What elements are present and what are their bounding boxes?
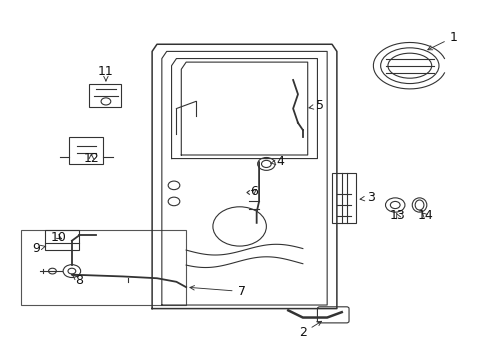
Text: 5: 5 [308,99,323,112]
Bar [45,230,79,249]
Text: 2: 2 [298,321,321,339]
Text: 14: 14 [417,209,432,222]
Bar [89,84,120,107]
Text: 13: 13 [389,209,405,222]
Text: 1: 1 [427,31,457,50]
Text: 8: 8 [72,274,83,287]
Text: 10: 10 [51,231,66,244]
Text: 6: 6 [249,185,257,198]
Text: 11: 11 [98,64,114,81]
Text: 7: 7 [189,285,245,298]
Bar [69,137,103,164]
Bar [21,230,186,305]
Text: 12: 12 [83,152,99,165]
Text: 3: 3 [359,192,374,204]
Text: 4: 4 [270,155,284,168]
Text: 9: 9 [32,242,46,255]
